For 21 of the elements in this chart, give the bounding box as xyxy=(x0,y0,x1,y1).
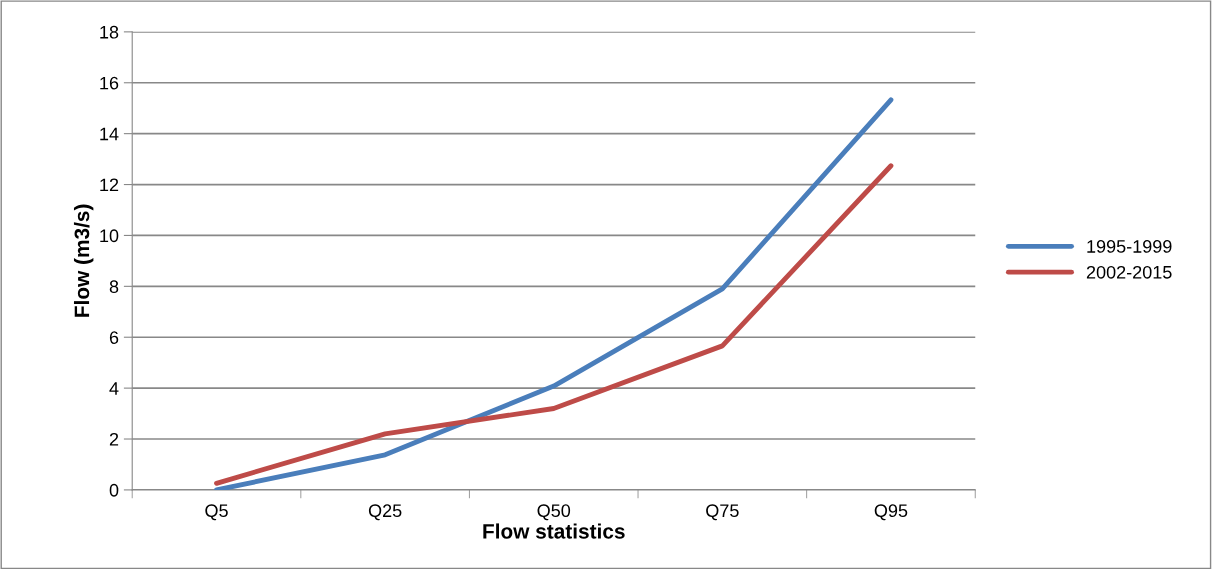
y-tick-label: 2 xyxy=(109,432,119,446)
x-tick-label: Q75 xyxy=(706,504,739,521)
y-tick-label: 6 xyxy=(109,331,119,344)
y-tick-label: 10 xyxy=(100,229,119,243)
x-axis-title: Flow statistics xyxy=(483,523,625,539)
x-tick-label: Q50 xyxy=(537,504,571,521)
y-tick-label: 12 xyxy=(100,178,119,192)
y-tick-label: 16 xyxy=(100,76,119,90)
y-tick-label: 14 xyxy=(100,127,119,141)
y-tick-label: 8 xyxy=(109,280,119,294)
x-tick-label: Q25 xyxy=(368,504,402,521)
legend-label: 2002-2015 xyxy=(1086,265,1172,279)
x-tick-label: Q95 xyxy=(874,504,908,521)
line-series xyxy=(214,97,894,490)
line-series xyxy=(214,163,894,486)
y-tick-label: 4 xyxy=(109,382,119,395)
y-tick-label: 0 xyxy=(109,483,119,497)
x-tick-label: Q5 xyxy=(205,504,228,521)
y-axis-title: Flow (m3/s) xyxy=(73,204,94,317)
legend-label: 1995-1999 xyxy=(1087,240,1172,253)
y-tick-label: 18 xyxy=(100,25,119,39)
